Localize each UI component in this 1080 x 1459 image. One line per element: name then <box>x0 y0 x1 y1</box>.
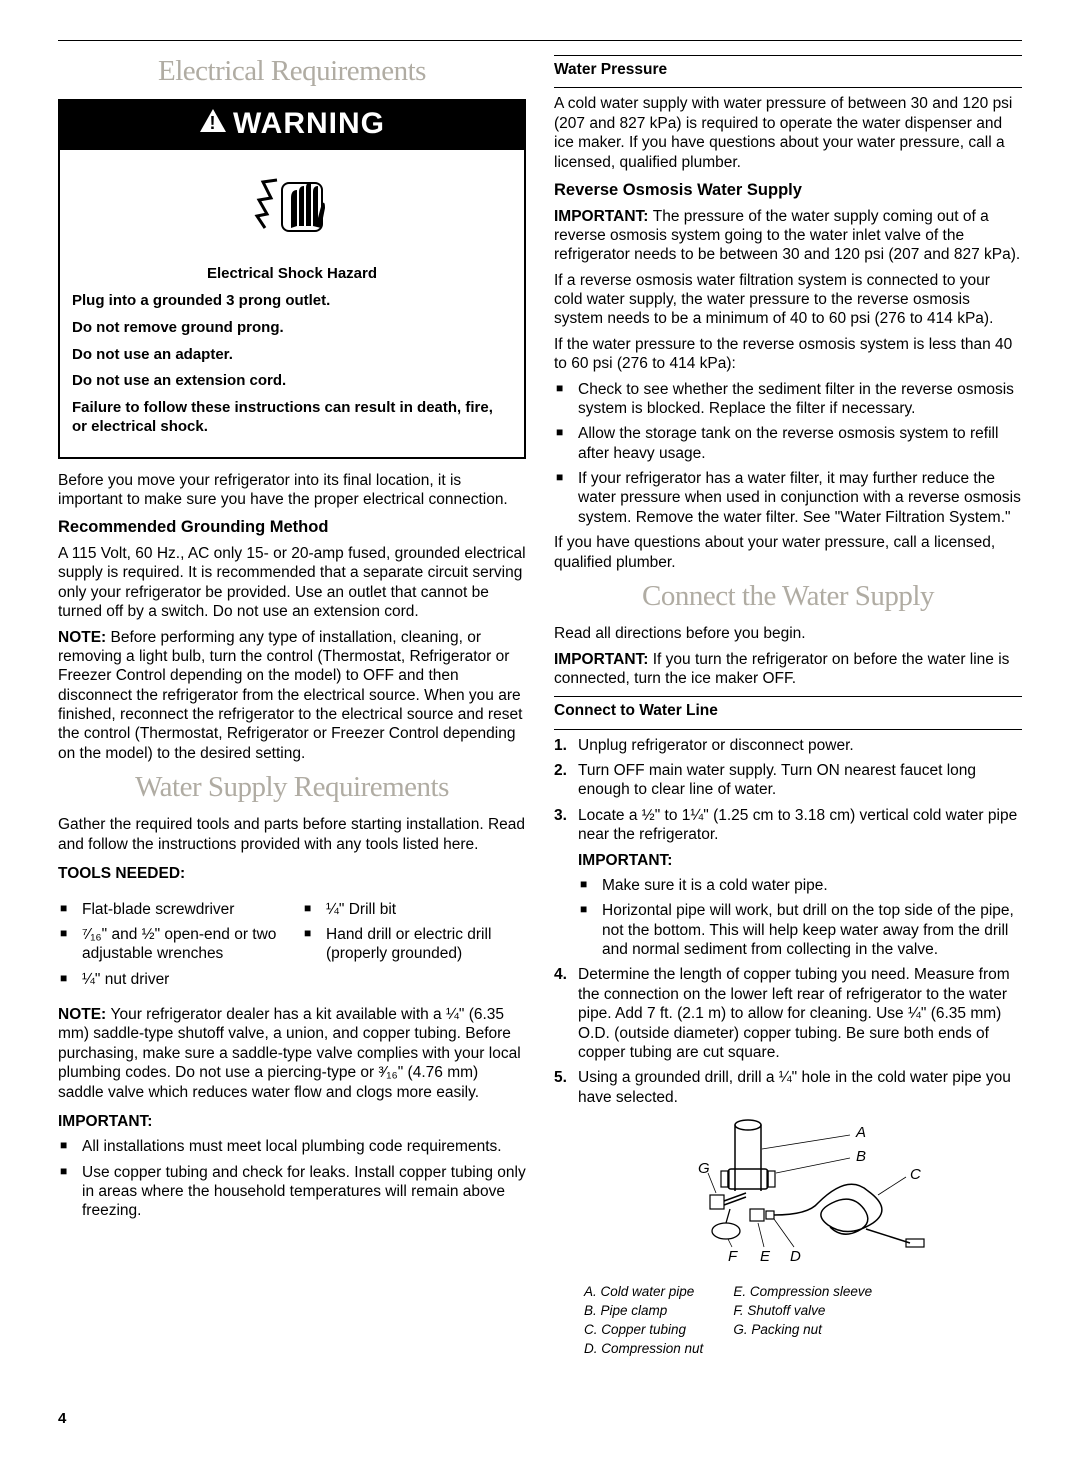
left-column: Electrical Requirements ! WARNING Electr… <box>58 47 526 1360</box>
tool-item: ⁷⁄₁₆" and ½" open-end or two adjustable … <box>58 925 282 964</box>
tools-columns: Flat-blade screwdriver ⁷⁄₁₆" and ½" open… <box>58 890 526 1000</box>
page-number: 4 <box>58 1410 1022 1429</box>
legend-item: B. Pipe clamp <box>584 1303 703 1320</box>
list-item: Check to see whether the sediment filter… <box>554 380 1022 419</box>
para-note: NOTE: Your refrigerator dealer has a kit… <box>58 1005 526 1102</box>
para: If a reverse osmosis water filtration sy… <box>554 271 1022 329</box>
nested-list: Make sure it is a cold water pipe. Horiz… <box>578 876 1022 960</box>
list-item: Allow the storage tank on the reverse os… <box>554 424 1022 463</box>
svg-text:D: D <box>790 1248 801 1265</box>
subhead-ro: Reverse Osmosis Water Supply <box>554 180 1022 201</box>
heading-electrical: Electrical Requirements <box>58 53 526 89</box>
tool-item: Flat-blade screwdriver <box>58 900 282 919</box>
list-item: Horizontal pipe will work, but drill on … <box>578 901 1022 959</box>
step: Determine the length of copper tubing yo… <box>554 965 1022 1062</box>
legend-col: A. Cold water pipe B. Pipe clamp C. Copp… <box>584 1282 703 1360</box>
para: Read all directions before you begin. <box>554 624 1022 643</box>
two-column-layout: Electrical Requirements ! WARNING Electr… <box>58 47 1022 1360</box>
warning-header: ! WARNING <box>60 101 524 150</box>
para: IMPORTANT: If you turn the refrigerator … <box>554 650 1022 689</box>
step: Locate a ½" to 1¼" (1.25 cm to 3.18 cm) … <box>554 806 1022 960</box>
legend-item: F. Shutoff valve <box>733 1303 872 1320</box>
warn-line: Plug into a grounded 3 prong outlet. <box>72 292 512 311</box>
warning-box: ! WARNING Electrical Shock Hazard Plug i… <box>58 99 526 458</box>
legend-item: E. Compression sleeve <box>733 1284 872 1301</box>
warning-text: Electrical Shock Hazard Plug into a grou… <box>60 255 524 456</box>
warn-line: Do not use an extension cord. <box>72 372 512 391</box>
step-text: Locate a ½" to 1¼" (1.25 cm to 3.18 cm) … <box>578 807 1017 843</box>
list-item: Make sure it is a cold water pipe. <box>578 876 1022 895</box>
rule <box>554 729 1022 730</box>
para: Before you move your refrigerator into i… <box>58 471 526 510</box>
list-item: All installations must meet local plumbi… <box>58 1137 526 1156</box>
svg-text:F: F <box>728 1248 738 1265</box>
legend-item: A. Cold water pipe <box>584 1284 703 1301</box>
tools-list-left: Flat-blade screwdriver ⁷⁄₁₆" and ½" open… <box>58 894 282 996</box>
valve-diagram: A B C D E F G <box>554 1113 1022 1278</box>
rule <box>554 696 1022 697</box>
tool-item: Hand drill or electric drill (properly g… <box>302 925 526 964</box>
warn-line: Failure to follow these instructions can… <box>72 399 512 437</box>
heading-connect: Connect the Water Supply <box>554 578 1022 614</box>
para: IMPORTANT: The pressure of the water sup… <box>554 207 1022 265</box>
svg-text:!: ! <box>210 113 217 133</box>
legend-item: D. Compression nut <box>584 1341 703 1358</box>
steps-list: Unplug refrigerator or disconnect power.… <box>554 736 1022 1107</box>
legend-item: G. Packing nut <box>733 1322 872 1339</box>
step: Using a grounded drill, drill a ¼" hole … <box>554 1068 1022 1107</box>
rule <box>554 55 1022 56</box>
page-top-rule <box>58 40 1022 41</box>
warning-subhead: Electrical Shock Hazard <box>72 265 512 284</box>
warning-triangle-icon: ! <box>199 105 227 143</box>
svg-text:B: B <box>856 1148 866 1165</box>
list-item: Use copper tubing and check for leaks. I… <box>58 1163 526 1221</box>
list-item: If your refrigerator has a water filter,… <box>554 469 1022 527</box>
important-label: IMPORTANT: <box>58 1112 526 1131</box>
para-note: NOTE: Before performing any type of inst… <box>58 628 526 764</box>
para: A cold water supply with water pressure … <box>554 94 1022 172</box>
tools-list-right: ¼" Drill bit Hand drill or electric dril… <box>302 894 526 996</box>
rule <box>554 87 1022 88</box>
warn-line: Do not remove ground prong. <box>72 319 512 338</box>
subhead-grounding: Recommended Grounding Method <box>58 517 526 538</box>
right-column: Water Pressure A cold water supply with … <box>554 47 1022 1360</box>
para: A 115 Volt, 60 Hz., AC only 15- or 20-am… <box>58 544 526 622</box>
note-text: Before performing any type of installati… <box>58 629 522 762</box>
important-list: All installations must meet local plumbi… <box>58 1137 526 1221</box>
subhead-cwl: Connect to Water Line <box>554 701 1022 720</box>
important-label: IMPORTANT: <box>578 851 1022 870</box>
tools-label: TOOLS NEEDED: <box>58 864 526 883</box>
step: Turn OFF main water supply. Turn ON near… <box>554 761 1022 800</box>
legend-item: C. Copper tubing <box>584 1322 703 1339</box>
warning-label: WARNING <box>233 107 385 140</box>
svg-text:A: A <box>855 1124 866 1141</box>
step: Unplug refrigerator or disconnect power. <box>554 736 1022 755</box>
shock-hand-icon <box>60 150 524 255</box>
legend-col: E. Compression sleeve F. Shutoff valve G… <box>733 1282 872 1360</box>
heading-water-supply: Water Supply Requirements <box>58 769 526 805</box>
svg-text:E: E <box>760 1248 771 1265</box>
diagram-legend: A. Cold water pipe B. Pipe clamp C. Copp… <box>584 1282 1022 1360</box>
note-text: Your refrigerator dealer has a kit avail… <box>58 1006 521 1101</box>
para: If the water pressure to the reverse osm… <box>554 335 1022 374</box>
subhead-wp: Water Pressure <box>554 60 1022 79</box>
tool-item: ¼" Drill bit <box>302 900 526 919</box>
para: If you have questions about your water p… <box>554 533 1022 572</box>
para: Gather the required tools and parts befo… <box>58 815 526 854</box>
ro-list: Check to see whether the sediment filter… <box>554 380 1022 528</box>
svg-text:C: C <box>910 1166 921 1183</box>
tool-item: ¼" nut driver <box>58 970 282 989</box>
warn-line: Do not use an adapter. <box>72 346 512 365</box>
